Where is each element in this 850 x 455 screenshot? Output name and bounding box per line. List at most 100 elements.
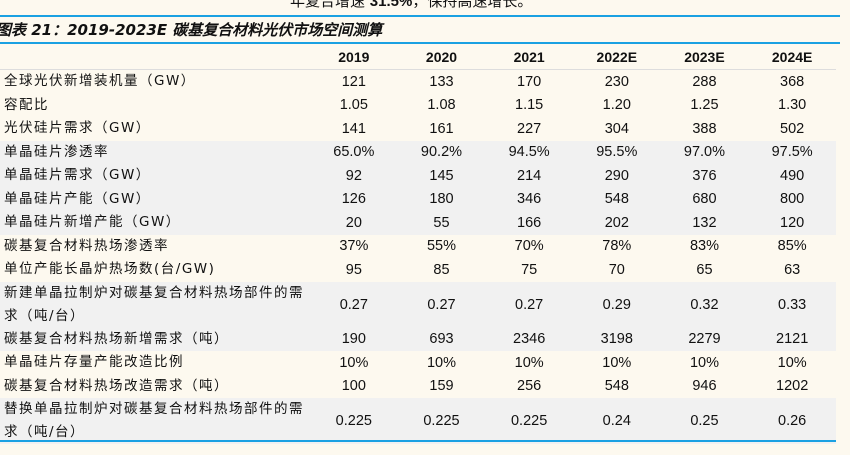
- table-cell: 132: [692, 214, 717, 231]
- table-row: 新建单晶拉制炉对碳基复合材料热场部件的需求（吨/台） 0.27 0.27 0.27 0.…: [0, 281, 836, 328]
- column-header: 2019: [310, 44, 398, 70]
- table-cell: 95: [345, 261, 362, 278]
- table-cell: 70%: [514, 238, 544, 255]
- table-cell: 0.225: [335, 413, 372, 429]
- table-cell: 227: [517, 120, 542, 137]
- table-cell: 141: [341, 120, 366, 137]
- table-cell: 10%: [339, 354, 369, 371]
- lead-suffix: ，保持高速增长。: [412, 0, 533, 10]
- table-cell: 1.08: [427, 97, 456, 114]
- table-cell: 78%: [602, 238, 632, 255]
- table-cell: 680: [692, 191, 717, 208]
- table-row: 单晶硅片渗透率 65.0% 90.2% 94.5% 95.5% 97.0% 97.5%: [0, 140, 836, 164]
- table-cell: 548: [604, 378, 629, 395]
- bottom-rule: [0, 440, 836, 442]
- table-cell: 70: [608, 261, 625, 278]
- row-label: 全球光伏新增装机量（GW）: [4, 73, 196, 90]
- table-cell: 1.05: [339, 97, 368, 114]
- row-label: 单晶硅片产能（GW）: [4, 190, 151, 207]
- table-cell: 388: [692, 120, 717, 137]
- row-label: 容配比: [4, 96, 49, 113]
- table-cell: 97.5%: [771, 144, 813, 161]
- table-cell: 0.32: [690, 296, 719, 313]
- table-cell: 10%: [426, 354, 456, 371]
- header-blank: [0, 44, 310, 70]
- table-cell: 121: [341, 73, 366, 90]
- table-cell: 490: [780, 167, 805, 184]
- table-cell: 65.0%: [333, 144, 375, 161]
- table-cell: 10%: [514, 354, 544, 371]
- table-cell: 214: [517, 167, 542, 184]
- row-label: 新建单晶拉制炉对碳基复合材料热场部件的需求（吨/台）: [4, 284, 304, 324]
- table-row: 全球光伏新增装机量（GW） 121 133 170 230 288 368: [0, 70, 836, 94]
- table-cell: 346: [517, 191, 542, 208]
- table-cell: 376: [692, 167, 717, 184]
- table-cell: 290: [604, 167, 629, 184]
- column-header: 2023E: [660, 44, 749, 70]
- table-cell: 97.0%: [683, 144, 726, 161]
- table-cell: 0.29: [602, 296, 631, 313]
- table-cell: 0.27: [339, 296, 368, 313]
- row-label: 碳基复合材料热场渗透率: [4, 237, 169, 254]
- table-cell: 170: [517, 73, 542, 90]
- table-cell: 0.25: [690, 413, 719, 429]
- table-row: 碳基复合材料热场渗透率 37% 55% 70% 78% 83% 85%: [0, 235, 836, 259]
- table-cell: 10%: [777, 354, 807, 371]
- table-cell: 1.20: [602, 97, 631, 114]
- lead-bold: 31.5%: [369, 0, 413, 10]
- table-cell: 1.30: [778, 97, 807, 114]
- table-cell: 288: [692, 73, 717, 90]
- row-label: 碳基复合材料热场新增需求（吨）: [4, 330, 229, 347]
- table-cell: 1202: [776, 378, 809, 395]
- row-label: 替换单晶拉制炉对碳基复合材料热场部件的需求（吨/台）: [4, 401, 304, 440]
- table-cell: 304: [604, 120, 629, 137]
- table-row: 容配比 1.05 1.08 1.15 1.20 1.25 1.30: [0, 94, 836, 118]
- table-cell: 548: [604, 191, 629, 208]
- table-cell: 2279: [688, 331, 721, 348]
- table-cell: 92: [345, 167, 362, 184]
- table-cell: 94.5%: [508, 144, 550, 161]
- table-cell: 3198: [600, 331, 633, 348]
- table-cell: 190: [341, 331, 366, 348]
- table-cell: 0.24: [602, 413, 631, 429]
- column-header: 2022E: [572, 44, 661, 70]
- table-row: 替换单晶拉制炉对碳基复合材料热场部件的需求（吨/台） 0.225 0.225 0.22…: [0, 398, 836, 444]
- table-cell: 10%: [602, 354, 632, 371]
- table-cell: 256: [517, 378, 542, 395]
- table-cell: 83%: [689, 238, 719, 255]
- header-row: 2019 2020 2021 2022E 2023E 2024E: [0, 44, 836, 70]
- table-cell: 0.33: [778, 296, 807, 313]
- table-cell: 100: [341, 378, 366, 395]
- table-cell: 90.2%: [420, 144, 463, 161]
- lead-text: 年复合增速 31.5%，保持高速增长。: [290, 0, 532, 11]
- table-cell: 368: [780, 73, 805, 90]
- table-cell: 120: [780, 214, 805, 231]
- table-cell: 230: [604, 73, 629, 90]
- table-row: 光伏硅片需求（GW） 141 161 227 304 388 502: [0, 117, 836, 141]
- table-cell: 161: [429, 120, 454, 137]
- row-label: 光伏硅片需求（GW）: [4, 120, 151, 137]
- column-header: 2024E: [748, 44, 836, 70]
- table-cell: 0.27: [515, 296, 544, 313]
- table-cell: 159: [429, 378, 454, 395]
- row-label: 单晶硅片渗透率: [4, 143, 109, 160]
- column-header: 2020: [397, 44, 486, 70]
- table-cell: 37%: [339, 238, 369, 255]
- row-label: 单位产能长晶炉热场数(台/GW): [4, 261, 216, 278]
- table-cell: 85: [433, 261, 450, 278]
- table-row: 单晶硅片存量产能改造比例 10% 10% 10% 10% 10% 10%: [0, 351, 836, 375]
- table-cell: 1.25: [690, 97, 719, 114]
- table-cell: 0.225: [510, 413, 548, 429]
- table-cell: 10%: [689, 354, 719, 371]
- table-cell: 133: [429, 73, 454, 90]
- table-cell: 145: [429, 167, 454, 184]
- table-cell: 180: [429, 191, 454, 208]
- table-cell: 20: [345, 214, 362, 231]
- table-row: 单位产能长晶炉热场数(台/GW) 95 85 75 70 65 63: [0, 258, 836, 282]
- table-cell: 55%: [426, 238, 456, 255]
- row-label: 碳基复合材料热场改造需求（吨）: [4, 377, 229, 394]
- table-cell: 75: [521, 261, 538, 278]
- table-row: 碳基复合材料热场新增需求（吨） 190 693 2346 3198 2279 2121: [0, 327, 836, 351]
- row-label: 单晶硅片存量产能改造比例: [4, 354, 184, 371]
- table-row: 单晶硅片产能（GW） 126 180 346 548 680 800: [0, 187, 836, 211]
